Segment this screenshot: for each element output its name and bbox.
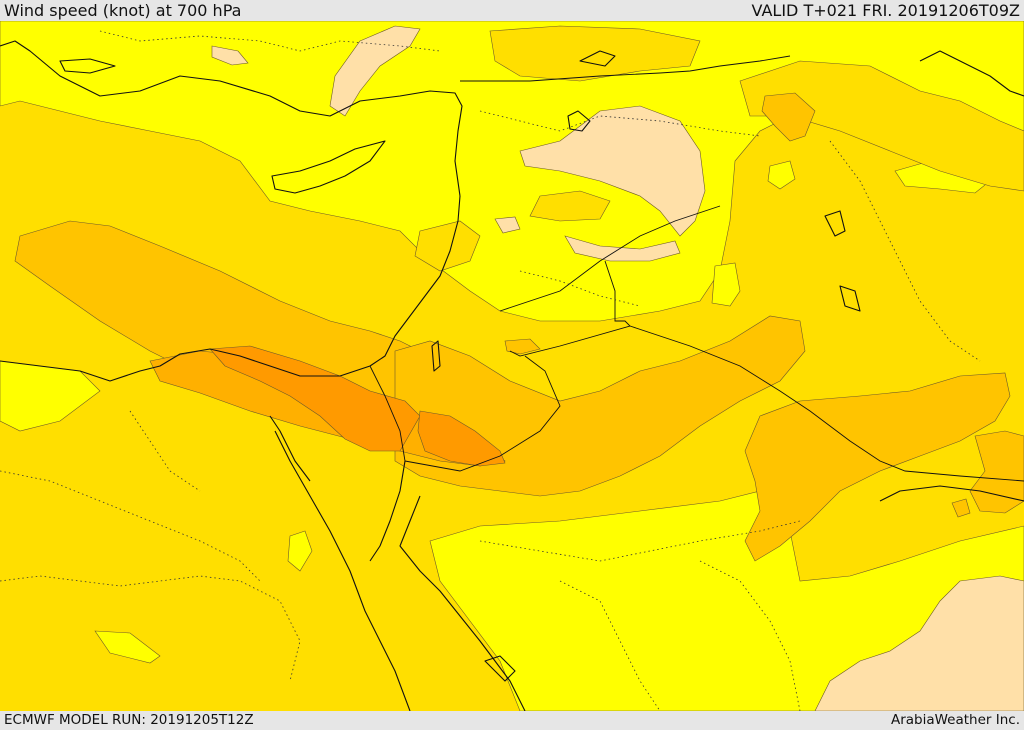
admin-iran <box>829 140 981 362</box>
coast-lake-syria <box>567 110 591 132</box>
band-calm-southeast <box>814 575 1024 711</box>
border-syria-iraq <box>460 55 791 82</box>
coast-north-africa <box>0 348 371 382</box>
band-stronger-core2 <box>417 410 506 467</box>
band-calm-aegean <box>211 45 249 66</box>
coast-caspian-hint <box>919 50 1024 97</box>
band-light-ne2 <box>767 160 796 190</box>
band-calm-syria <box>519 105 706 237</box>
border-saudi-jordan <box>509 260 631 357</box>
admin-libya <box>129 410 201 492</box>
provider-credit: ArabiaWeather Inc. <box>890 712 1020 728</box>
coast-gulf-aqaba <box>369 460 406 562</box>
band-calm-turkey <box>329 25 421 117</box>
band-calm-patch <box>494 216 521 234</box>
coast-red-sea-east <box>399 495 526 711</box>
border-saudi-iraq <box>629 325 1024 482</box>
header-bar: Wind speed (knot) at 700 hPa VALID T+021… <box>0 0 1024 21</box>
band-light-mid-patch <box>711 262 741 307</box>
band-fresh-arabia-east <box>744 372 1011 562</box>
wind-speed-map <box>0 21 1024 711</box>
band-fresh-levant-patch <box>504 338 541 355</box>
coast-turkey-south <box>0 40 463 197</box>
band-light-small <box>287 530 313 572</box>
model-run: ECMWF MODEL RUN: 20191205T12Z <box>4 712 254 728</box>
admin-egypt-1 <box>0 470 261 582</box>
admin-saudi-1 <box>479 520 801 562</box>
map-title: Wind speed (knot) at 700 hPa <box>4 0 242 20</box>
coast-persian-gulf <box>879 485 1024 502</box>
border-egypt-israel <box>369 365 406 462</box>
band-moderate-central <box>529 190 611 222</box>
band-fresh-small <box>951 498 971 518</box>
map-area <box>0 21 1024 711</box>
coast-karaman <box>484 655 516 682</box>
valid-time: VALID T+021 FRI. 20191206T09Z <box>751 0 1020 20</box>
coast-ne-lake <box>579 50 616 67</box>
band-light-sw-patch <box>94 630 161 664</box>
coast-dead-sea <box>431 340 441 372</box>
border-saudi-yemen-hint <box>404 355 561 472</box>
footer-bar: ECMWF MODEL RUN: 20191205T12Z ArabiaWeat… <box>0 711 1024 729</box>
admin-iraq-2 <box>519 270 641 307</box>
border-jordan-iraq <box>499 205 721 312</box>
coast-gulf-islands <box>824 210 861 312</box>
admin-egypt-2 <box>0 575 301 682</box>
coast-gulf-suez <box>269 415 311 482</box>
band-moderate-levant <box>414 220 481 272</box>
coast-red-sea-west <box>274 430 411 711</box>
band-calm-jordan <box>564 235 681 262</box>
coast-crete <box>59 58 116 74</box>
coast-cyprus <box>271 140 386 194</box>
admin-saudi-3 <box>699 560 801 711</box>
coast-levant <box>369 195 461 367</box>
admin-iraq <box>479 110 761 137</box>
band-fresh-iraq <box>761 92 816 142</box>
band-stronger-core <box>209 345 421 452</box>
